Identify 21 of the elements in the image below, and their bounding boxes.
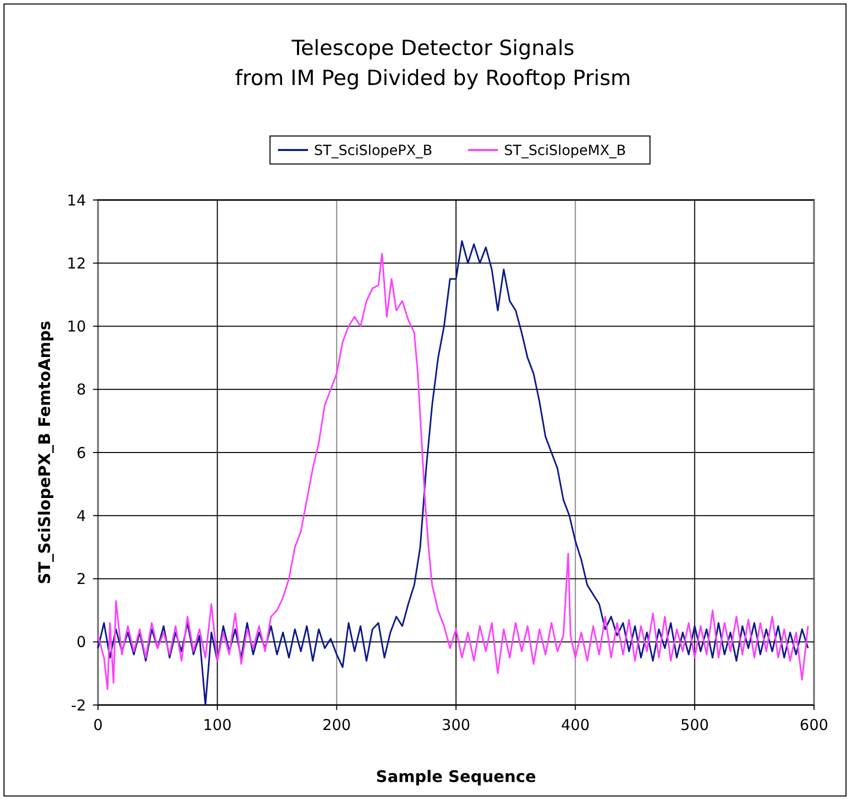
y-tick-label: 8 [76, 380, 86, 399]
chart-title: Telescope Detector Signals from IM Peg Divided by Rooftop Prism [235, 36, 631, 90]
x-tick-label: 600 [800, 716, 828, 734]
legend-label: ST_SciSlopePX_B [314, 142, 432, 159]
y-tick-label: 6 [76, 444, 86, 462]
x-axis-title: Sample Sequence [376, 767, 536, 786]
x-tick-label: 100 [203, 716, 232, 734]
y-tick-label: 10 [66, 318, 86, 336]
x-tick-label: 200 [322, 716, 351, 734]
y-tick-label: 12 [66, 254, 86, 272]
x-tick-label: 500 [680, 716, 709, 734]
y-tick-label: 0 [76, 633, 86, 652]
y-tick-label: 4 [76, 506, 86, 525]
y-tick-label: 2 [76, 570, 86, 588]
x-tick-label: 300 [442, 716, 470, 734]
x-tick-label: 400 [561, 716, 590, 734]
x-tick-label: 0 [93, 716, 103, 734]
y-tick-label: -2 [71, 696, 86, 714]
y-tick-label: 14 [66, 191, 86, 210]
y-axis-title: ST_SciSlopePX_B FemtoAmps [35, 320, 54, 584]
legend-label: ST_SciSlopeMX_B [504, 142, 626, 159]
